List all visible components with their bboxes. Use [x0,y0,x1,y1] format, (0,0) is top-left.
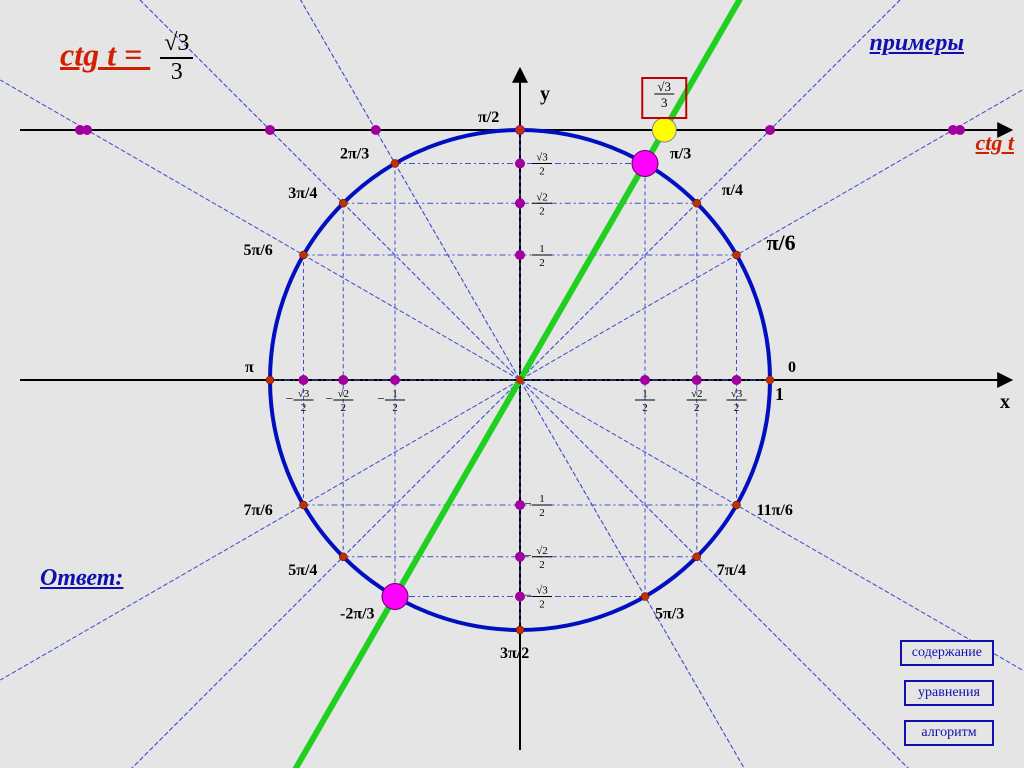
svg-text:3π/2: 3π/2 [500,645,529,662]
algorithm-button[interactable]: алгоритм [904,720,994,746]
svg-text:√2: √2 [337,388,349,400]
svg-text:√3: √3 [536,585,548,597]
svg-text:5π/4: 5π/4 [288,562,317,579]
svg-text:π/2: π/2 [478,109,499,126]
svg-text:7π/6: 7π/6 [243,502,272,519]
svg-text:1: 1 [539,493,545,505]
svg-text:1: 1 [392,388,398,400]
svg-text:y: y [540,83,550,105]
svg-text:2: 2 [539,205,545,217]
svg-text:2π/3: 2π/3 [340,145,369,162]
svg-text:2: 2 [341,402,347,414]
svg-text:2: 2 [734,402,740,414]
svg-text:3: 3 [661,95,668,110]
svg-text:1: 1 [642,388,648,400]
svg-text:x: x [1000,391,1010,413]
svg-text:11π/6: 11π/6 [757,502,793,519]
svg-text:√3: √3 [536,152,548,164]
title-rhs-fraction: √3 3 [160,30,193,86]
svg-text:√3: √3 [731,388,743,400]
svg-text:1: 1 [775,384,784,404]
svg-text:2: 2 [642,402,648,414]
svg-text:3π/4: 3π/4 [288,185,317,202]
equation-title: ctg t = √3 3 [60,30,193,86]
svg-text:2: 2 [539,257,545,269]
answer-label[interactable]: Ответ: [40,565,123,592]
svg-text:√3: √3 [298,388,310,400]
svg-text:5π/3: 5π/3 [655,606,684,623]
svg-text:2: 2 [539,559,545,571]
trig-circle-diagram: x y 0 π/6 π/4 π/3 π/2 2π/3 3π/4 5π/6 π 7π/6 5π/4 -2π/… [0,0,1024,768]
svg-text:0: 0 [788,359,796,376]
svg-text:2: 2 [392,402,398,414]
svg-text:7π/4: 7π/4 [717,562,746,579]
ctg-axis-link[interactable]: сtg t [976,130,1015,156]
svg-text:−: − [326,391,333,406]
svg-text:√2: √2 [691,388,703,400]
svg-text:5π/6: 5π/6 [243,242,272,259]
examples-link[interactable]: примеры [870,30,964,57]
svg-text:2: 2 [539,599,545,611]
svg-text:√2: √2 [536,191,548,203]
svg-text:2: 2 [539,166,545,178]
title-lhs: ctg t = [60,36,150,72]
svg-text:-2π/3: -2π/3 [340,606,375,623]
svg-text:1: 1 [539,243,545,255]
svg-text:√3: √3 [657,79,671,94]
svg-text:−: − [377,391,384,406]
contents-button[interactable]: содержание [900,640,994,666]
svg-text:√2: √2 [536,545,548,557]
svg-text:π: π [245,359,254,376]
svg-text:2: 2 [694,402,700,414]
svg-text:−: − [524,496,531,511]
svg-text:−: − [524,588,531,603]
equations-button[interactable]: уравнения [904,680,994,706]
svg-text:2: 2 [301,402,307,414]
svg-text:π/4: π/4 [722,182,743,199]
svg-text:−: − [286,391,293,406]
svg-text:π/6: π/6 [767,230,796,255]
svg-text:2: 2 [539,507,545,519]
svg-text:π/3: π/3 [670,145,691,162]
svg-text:−: − [524,548,531,563]
